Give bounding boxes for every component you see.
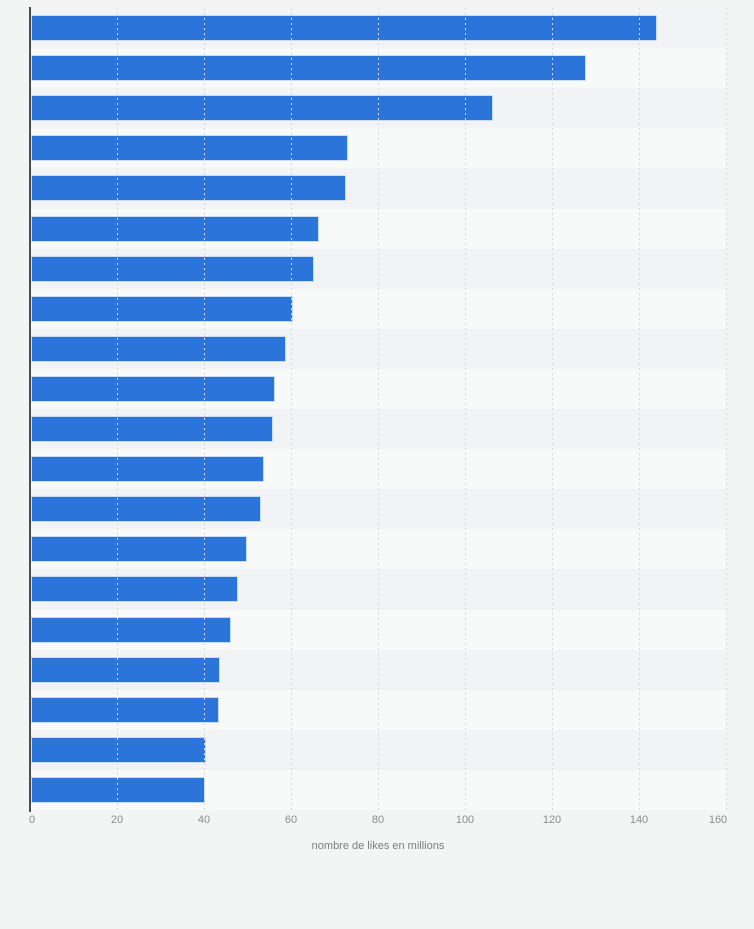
gridline-x-20 (117, 8, 118, 812)
x-tick-label-120: 120 (542, 814, 562, 826)
bar-2[interactable] (31, 55, 587, 82)
x-tick-label-100: 100 (455, 814, 475, 826)
y-axis-line (29, 7, 31, 812)
gridline-x-140 (639, 8, 640, 812)
x-tick-label-20: 20 (110, 814, 124, 826)
gridline-x-40 (204, 8, 205, 812)
gridline-x-120 (552, 8, 553, 812)
bar-3[interactable] (31, 95, 494, 122)
bar-9[interactable] (31, 335, 287, 362)
bar-14[interactable] (31, 536, 247, 563)
x-axis-title: nombre de likes en millions (311, 840, 445, 852)
x-tick-label-140: 140 (629, 814, 649, 826)
bar-13[interactable] (31, 496, 261, 523)
bar-20[interactable] (31, 776, 205, 803)
gridline-x-100 (465, 8, 466, 812)
bar-11[interactable] (31, 416, 273, 442)
bar-8[interactable] (31, 295, 294, 322)
x-tick-label-0: 0 (28, 814, 36, 826)
gridline-x-60 (291, 8, 292, 812)
bar-18[interactable] (31, 696, 220, 723)
bar-19[interactable] (31, 736, 207, 763)
bar-7[interactable] (31, 255, 314, 282)
bar-16[interactable] (31, 616, 231, 643)
x-tick-label-160: 160 (708, 814, 728, 826)
bar-12[interactable] (31, 456, 264, 483)
bar-5[interactable] (31, 175, 347, 202)
gridline-x-80 (378, 8, 379, 812)
gridline-x-160 (726, 8, 727, 812)
x-tick-label-40: 40 (197, 814, 211, 826)
bar-15[interactable] (31, 576, 238, 603)
bar-1[interactable] (31, 15, 657, 41)
x-tick-label-60: 60 (284, 814, 298, 826)
bar-4[interactable] (31, 135, 348, 162)
bar-6[interactable] (31, 215, 320, 242)
x-tick-label-80: 80 (371, 814, 385, 826)
bar-17[interactable] (31, 656, 221, 683)
bar-10[interactable] (31, 375, 276, 402)
